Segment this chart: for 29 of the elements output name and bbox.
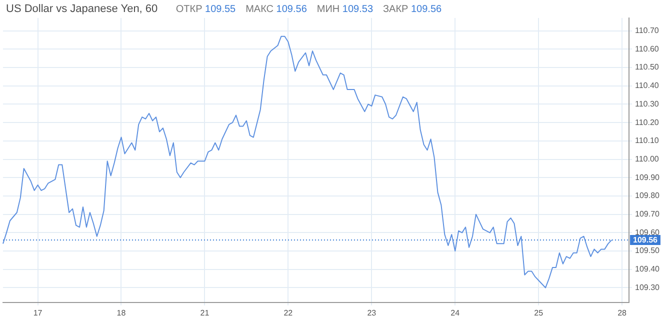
y-tick-label: 109.70 bbox=[635, 210, 660, 219]
y-tick-label: 110.50 bbox=[635, 62, 660, 72]
y-tick-label: 109.90 bbox=[635, 172, 660, 182]
y-tick-label: 109.50 bbox=[635, 246, 660, 256]
text: ОТКР 109.55 bbox=[176, 4, 236, 15]
y-tick-label: 110.00 bbox=[635, 154, 660, 164]
y-tick-label: 110.10 bbox=[635, 136, 660, 146]
x-tick-label: 25 bbox=[534, 308, 544, 318]
text: ЗАКР 109.56 bbox=[383, 4, 442, 15]
y-tick-label: 109.30 bbox=[635, 282, 660, 292]
x-tick-label: 23 bbox=[367, 308, 377, 318]
y-tick-label: 110.20 bbox=[635, 118, 660, 127]
y-tick-label: 110.30 bbox=[635, 99, 660, 108]
y-tick-label: 109.80 bbox=[635, 191, 660, 200]
y-tick-label: 110.70 bbox=[635, 26, 660, 36]
y-tick-label: 109.40 bbox=[635, 264, 660, 274]
x-tick-label: 24 bbox=[450, 308, 460, 318]
x-tick-label: 22 bbox=[284, 308, 294, 318]
y-tick-label: 109.60 bbox=[635, 228, 660, 237]
x-tick-label: 18 bbox=[116, 308, 126, 318]
text: МИН 109.53 bbox=[316, 4, 374, 15]
chart-title: US Dollar vs Japanese Yen, 60 bbox=[6, 3, 158, 16]
x-tick-label: 21 bbox=[200, 308, 210, 318]
y-tick-label: 110.40 bbox=[635, 81, 660, 90]
y-tick-label: 110.60 bbox=[635, 44, 660, 54]
ref-line-label: 109.56 bbox=[633, 236, 658, 245]
text: МАКС 109.56 bbox=[246, 4, 308, 15]
x-tick-label: 17 bbox=[33, 308, 43, 318]
x-tick-label: 28 bbox=[618, 308, 628, 318]
